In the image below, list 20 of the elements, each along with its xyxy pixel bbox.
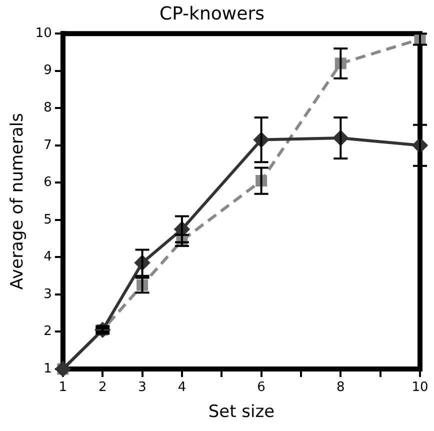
x-tick-label: 4	[178, 380, 186, 396]
y-tick-label: 10	[35, 26, 52, 41]
y-tick-label: 2	[44, 324, 52, 340]
x-axis-title: Set size	[208, 402, 275, 422]
y-tick-label: 6	[44, 175, 52, 190]
y-tick-label: 9	[44, 63, 52, 78]
y-tick-label: 3	[44, 286, 52, 302]
y-axis-title: Average of numerals	[8, 112, 28, 290]
y-tick-label: 5	[44, 212, 52, 228]
x-tick-label: 2	[98, 380, 107, 396]
x-tick-label: 3	[138, 380, 146, 396]
chart-title: CP-knowers	[160, 3, 264, 24]
y-tick-label: 4	[44, 250, 52, 265]
x-tick-label: 10	[412, 380, 428, 396]
y-tick-label: 1	[44, 361, 52, 376]
x-tick-label: 8	[336, 380, 345, 396]
x-tick-label: 1	[58, 380, 68, 396]
y-tick-label: 8	[44, 100, 52, 116]
x-tick-label: 6	[257, 380, 266, 396]
y-tick-label: 7	[44, 138, 52, 153]
